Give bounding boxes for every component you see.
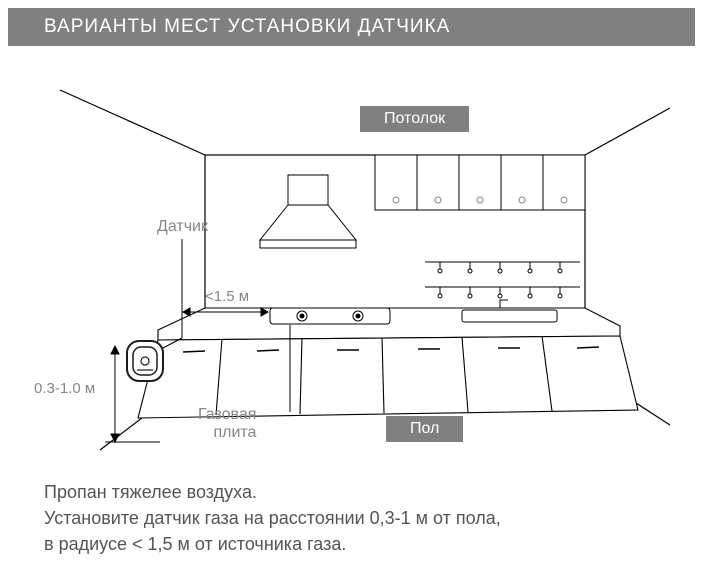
ceiling-label: Потолок (360, 106, 469, 132)
footer-line1: Пропан тяжелее воздуха. (44, 479, 501, 505)
distance-horizontal-label: <1.5 м (205, 288, 249, 305)
sensor-device (127, 341, 163, 381)
upper-cabinets (375, 155, 585, 210)
counter (138, 308, 638, 418)
footer-line3: в радиусе < 1,5 м от источника газа. (44, 531, 501, 557)
distance-vertical-label: 0.3-1.0 м (34, 380, 95, 397)
header-bar: ВАРИАНТЫ МЕСТ УСТАНОВКИ ДАТЧИКА (8, 8, 695, 46)
gas-stove (270, 308, 390, 324)
floor-label: Пол (386, 416, 463, 442)
stove-label: Газовая плита (198, 406, 256, 442)
sensor-label: Датчик (157, 218, 208, 236)
range-hood (260, 175, 356, 248)
footer-text: Пропан тяжелее воздуха. Установите датчи… (44, 479, 501, 557)
footer-line2: Установите датчик газа на расстоянии 0,3… (44, 505, 501, 531)
kitchen-diagram: Потолок Пол Датчик <1.5 м 0.3-1.0 м Газо… (30, 80, 670, 450)
wall-shelves (425, 262, 580, 298)
sink (462, 300, 557, 322)
header-title: ВАРИАНТЫ МЕСТ УСТАНОВКИ ДАТЧИКА (44, 16, 450, 38)
